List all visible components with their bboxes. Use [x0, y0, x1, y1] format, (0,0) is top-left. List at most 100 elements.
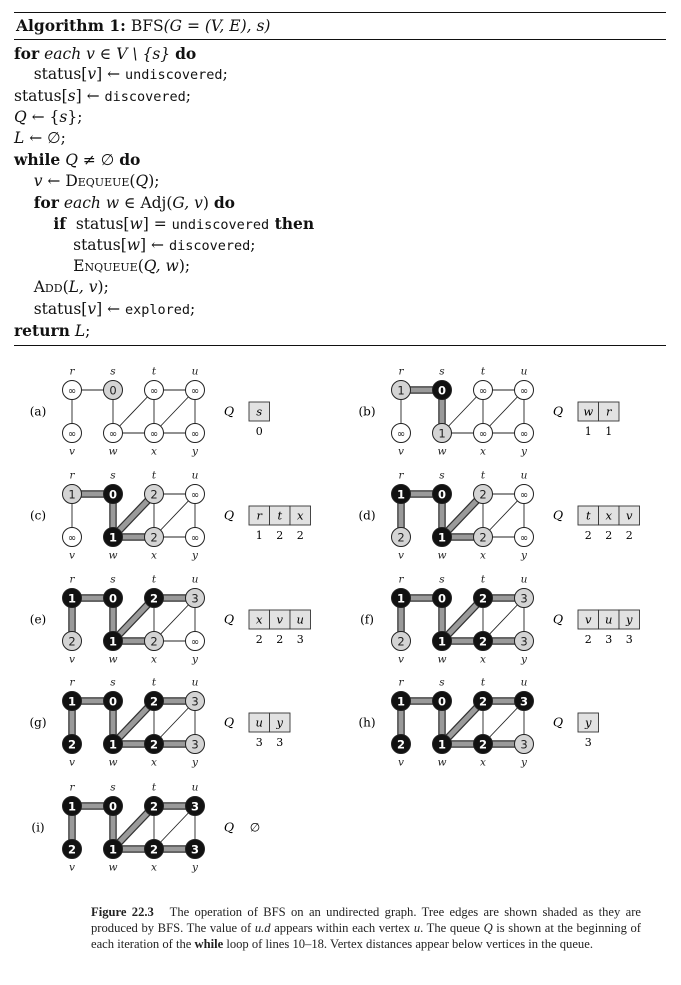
vertex-circle: [473, 380, 493, 400]
vertex-circle: [432, 588, 452, 608]
algorithm-token: [14, 278, 34, 296]
graph-edge: [441, 389, 484, 434]
vertex-y: ∞y: [185, 527, 205, 562]
algorithm-body: for each v ∈ V \ {s} do status[v] ← undi…: [14, 40, 666, 345]
algorithm-token: ;: [222, 65, 228, 84]
vertex-distance: 2: [68, 738, 76, 752]
vertex-name: s: [439, 574, 445, 586]
vertex-circle: [185, 423, 205, 443]
vertex-distance: 0: [109, 384, 116, 398]
vertex-circle: [144, 691, 164, 711]
algorithm-token: (: [129, 171, 136, 190]
vertex-name: s: [110, 782, 116, 794]
algorithm-token: discovered: [168, 237, 251, 254]
algorithm-token: [14, 257, 73, 275]
vertex-distance: 0: [438, 592, 446, 606]
vertex-distance: 1: [109, 843, 117, 857]
algorithm-line-14: return L;: [14, 320, 666, 341]
vertex-distance: 3: [520, 695, 528, 709]
vertex-circle: [185, 527, 205, 547]
queue-vertex: y: [276, 716, 284, 730]
vertex-circle: [514, 423, 534, 443]
algorithm-token: for: [14, 44, 40, 63]
vertex-name: s: [439, 677, 445, 689]
vertex-circle: [514, 691, 534, 711]
vertex-u: ∞u: [185, 366, 205, 400]
algorithm-token: ;: [185, 86, 192, 105]
vertex-u: 3u: [185, 782, 205, 816]
algorithm-token: );: [148, 171, 160, 190]
queue-vertex: v: [277, 613, 284, 627]
vertex-circle: [103, 380, 123, 400]
vertex-name: x: [480, 757, 486, 769]
vertex-distance: 0: [109, 592, 117, 606]
caption-text-1: The operation of BFS on an undirected gr…: [91, 905, 642, 935]
vertex-name: v: [69, 550, 75, 562]
algorithm-token: };: [67, 107, 83, 126]
queue-vertex: x: [297, 509, 304, 523]
vertex-name: t: [481, 470, 486, 482]
vertex-distance: 1: [397, 384, 404, 398]
vertex-x: 2x: [144, 839, 164, 874]
vertex-distance: 2: [150, 695, 158, 709]
algorithm-token: Enqueue: [73, 256, 138, 275]
vertex-distance: 3: [191, 843, 199, 857]
algorithm-line-3: status[s] ← discovered;: [14, 86, 666, 107]
vertex-distance: 2: [150, 531, 157, 545]
vertex-distance: 2: [68, 635, 75, 649]
vertex-name: v: [69, 654, 75, 666]
vertex-name: x: [151, 446, 157, 458]
vertex-r: 1r: [62, 574, 82, 608]
algorithm-token: discovered: [104, 88, 186, 105]
vertex-name: r: [398, 470, 404, 482]
vertex-name: w: [109, 654, 118, 666]
queue-distance: 2: [585, 529, 592, 542]
tree-edge-outline: [438, 697, 487, 748]
vertex-circle: [144, 631, 164, 651]
queue-cell: [269, 712, 291, 733]
algorithm-token: L: [14, 129, 25, 148]
vertex-distance: 0: [109, 695, 117, 709]
figure-label: Figure 22.3: [91, 905, 154, 919]
algorithm-token: undiscovered: [125, 67, 223, 84]
vertex-distance: 2: [479, 488, 486, 502]
vertex-distance: 2: [479, 738, 487, 752]
vertex-u: 3u: [514, 574, 534, 608]
vertex-name: y: [191, 654, 199, 666]
vertex-s: 0s: [432, 677, 452, 711]
vertex-circle: [144, 588, 164, 608]
top-rule: [14, 12, 666, 13]
vertex-distance: ∞: [150, 386, 158, 397]
vertex-name: t: [152, 366, 157, 378]
vertex-y: ∞y: [514, 423, 534, 458]
graph-edge: [482, 597, 525, 642]
algorithm-token: status[: [14, 65, 88, 84]
algorithm-token: ;: [190, 299, 196, 318]
queue-cell: [248, 712, 270, 733]
tree-edge-outline: [109, 490, 158, 541]
algorithm-token: each w ∈: [58, 194, 141, 213]
vertex-distance: 3: [520, 738, 527, 752]
vertex-distance: 1: [68, 592, 76, 606]
vertex-circle: [144, 423, 164, 443]
vertex-circle: [62, 527, 82, 547]
queue-label: Q: [553, 715, 563, 730]
caption-while: while: [194, 937, 224, 951]
vertex-circle: [62, 631, 82, 651]
vertex-circle: [62, 380, 82, 400]
algorithm-token: [14, 215, 53, 233]
vertex-name: r: [69, 470, 75, 482]
queue-distance: 3: [626, 633, 633, 646]
vertex-circle: [514, 484, 534, 504]
algorithm-token: w: [126, 235, 141, 254]
queue-vertex: r: [606, 405, 613, 419]
tree-edge: [439, 595, 486, 644]
vertex-circle: [473, 423, 493, 443]
vertex-name: t: [152, 677, 157, 689]
vertex-distance: 3: [191, 738, 198, 752]
vertex-name: v: [69, 862, 75, 874]
panel-label: (b): [358, 405, 375, 419]
vertex-distance: 1: [109, 531, 117, 545]
tree-edge: [110, 698, 157, 747]
tree-edge-outline: [438, 490, 487, 541]
